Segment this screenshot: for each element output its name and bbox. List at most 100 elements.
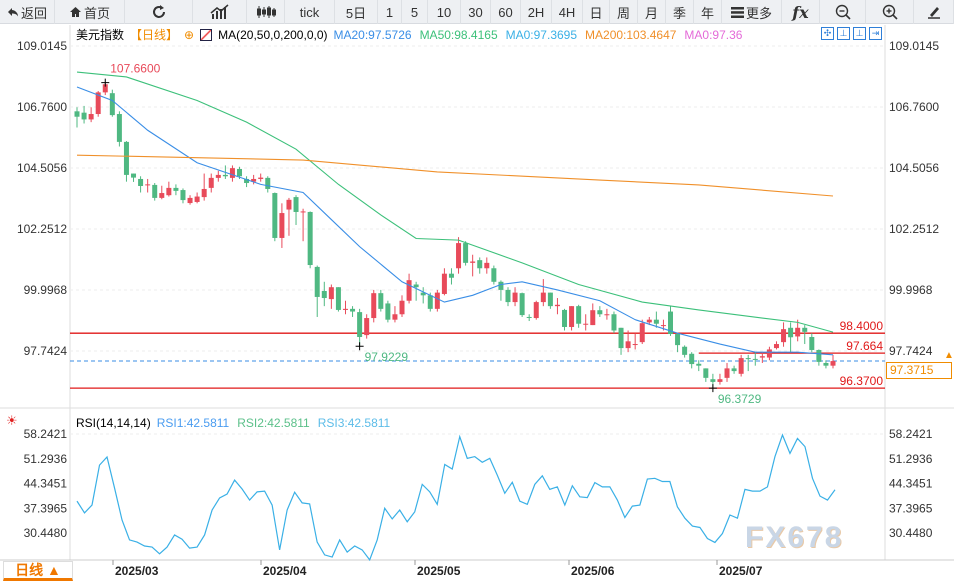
candle-body [533, 302, 539, 319]
candle-body [781, 329, 787, 343]
candle [265, 176, 271, 193]
candle-body [314, 266, 320, 297]
candle-body [470, 261, 476, 263]
crosshair-icon[interactable]: ⊕ [184, 27, 195, 42]
candle [505, 287, 511, 307]
candle [258, 173, 264, 182]
toolbar-button-label: 更多 [745, 5, 772, 21]
toolbar-button-candlestick[interactable] [247, 0, 285, 24]
period-label[interactable]: 【日线】 [130, 28, 179, 42]
candle-body [562, 309, 568, 327]
candle [675, 333, 681, 353]
rsi-tick-right: 30.4480 [889, 526, 933, 540]
toolbar-button-5日[interactable]: 5日 [335, 0, 378, 24]
candle [809, 333, 815, 353]
toolbar-button-label: 5 [410, 4, 419, 20]
rsi-settings-icon[interactable]: ☀ [6, 413, 18, 428]
candle [109, 89, 115, 117]
candle-body [102, 84, 108, 93]
candle [286, 197, 292, 236]
toolbar-button-30[interactable]: 30 [461, 0, 491, 24]
candle-body [180, 190, 186, 201]
candle-body [427, 295, 433, 309]
candle [441, 268, 447, 296]
candle [229, 165, 235, 182]
price-tick-right: 102.2512 [889, 222, 939, 236]
ma-params[interactable]: MA(20,50,0,200,0,0) [218, 27, 328, 42]
price-tick-left: 99.9968 [24, 283, 68, 297]
candle [802, 325, 808, 345]
toolbar-button-bar-chart[interactable] [193, 0, 247, 24]
toolbar-button-月[interactable]: 月 [638, 0, 666, 24]
toolbar-button-10[interactable]: 10 [428, 0, 461, 24]
toolbar-button-更多[interactable]: 更多 [722, 0, 782, 24]
candle [463, 241, 469, 266]
candle-body [526, 316, 532, 318]
candle-body [738, 358, 744, 374]
fx-icon: fx [792, 2, 809, 22]
candle [583, 314, 589, 331]
price-tick-left: 102.2512 [17, 222, 67, 236]
toolbar-button-fx[interactable]: fx [782, 0, 820, 24]
candle-body [519, 293, 525, 316]
candle-body [173, 187, 179, 191]
rsi-tick-left: 30.4480 [24, 526, 68, 540]
toolbar-button-日[interactable]: 日 [583, 0, 610, 24]
period-selector-button[interactable]: 日线 ▲ [3, 561, 73, 581]
toolbar-button-zoom-out[interactable] [820, 0, 866, 24]
candle [456, 237, 462, 274]
toolbar-button-4H[interactable]: 4H [552, 0, 583, 24]
candle-body [251, 178, 257, 182]
scroll-start-icon[interactable]: ⊥ [837, 27, 850, 40]
toolbar-button-周[interactable]: 周 [610, 0, 638, 24]
candle-body [759, 356, 765, 358]
candle [689, 352, 695, 369]
ma-values: MA20:97.5726 MA50:98.4165 MA0:97.3695 MA200… [334, 28, 743, 42]
toolbar-button-返回[interactable]: 返回 [0, 0, 55, 24]
scroll-end-icon[interactable]: ⇥ [869, 27, 882, 40]
toolbar-button-60[interactable]: 60 [491, 0, 521, 24]
candle [823, 360, 829, 369]
price-tick-right: 99.9968 [889, 283, 933, 297]
candle-body [116, 114, 122, 142]
candle [244, 176, 250, 188]
toolbar-button-refresh[interactable] [125, 0, 193, 24]
indicator-icon[interactable] [200, 28, 213, 41]
candle-body [766, 349, 772, 358]
toolbar-button-5[interactable]: 5 [402, 0, 428, 24]
toolbar-button-zoom-in[interactable] [866, 0, 914, 24]
toolbar-button-tick[interactable]: tick [285, 0, 335, 24]
toolbar-button-年[interactable]: 年 [694, 0, 722, 24]
extreme-marker [355, 342, 364, 351]
candle [766, 346, 772, 361]
scroll-left-icon[interactable]: ⊥ [853, 27, 866, 40]
candle [484, 257, 490, 274]
candle-body [357, 312, 363, 337]
candle-body [788, 327, 794, 338]
fit-icon[interactable]: ✣ [821, 27, 834, 40]
toolbar-button-label: 4H [558, 4, 576, 20]
candle-body [456, 243, 462, 269]
candle-body [328, 287, 334, 300]
candle-body [809, 336, 815, 350]
toolbar-button-首页[interactable]: 首页 [55, 0, 125, 24]
candle [166, 181, 172, 197]
toolbar-button-1[interactable]: 1 [378, 0, 402, 24]
candle-body [795, 327, 801, 337]
rsi-title: RSI(14,14,14) [76, 416, 151, 430]
ma-value-3: MA200:103.4647 [585, 27, 677, 42]
candle [180, 188, 186, 204]
bar-chart-icon [210, 4, 230, 20]
candle [547, 292, 553, 309]
back-arrow-icon [7, 6, 19, 18]
candle-body [321, 290, 327, 299]
toolbar-button-季[interactable]: 季 [666, 0, 694, 24]
candle-body [237, 168, 243, 177]
toolbar-button-2H[interactable]: 2H [521, 0, 552, 24]
candle-body [286, 199, 292, 210]
ma-value-4: MA0:97.36 [684, 27, 743, 42]
candle-body [385, 303, 391, 320]
rsi-tick-left: 44.3451 [24, 477, 68, 491]
candle-body [293, 197, 299, 212]
